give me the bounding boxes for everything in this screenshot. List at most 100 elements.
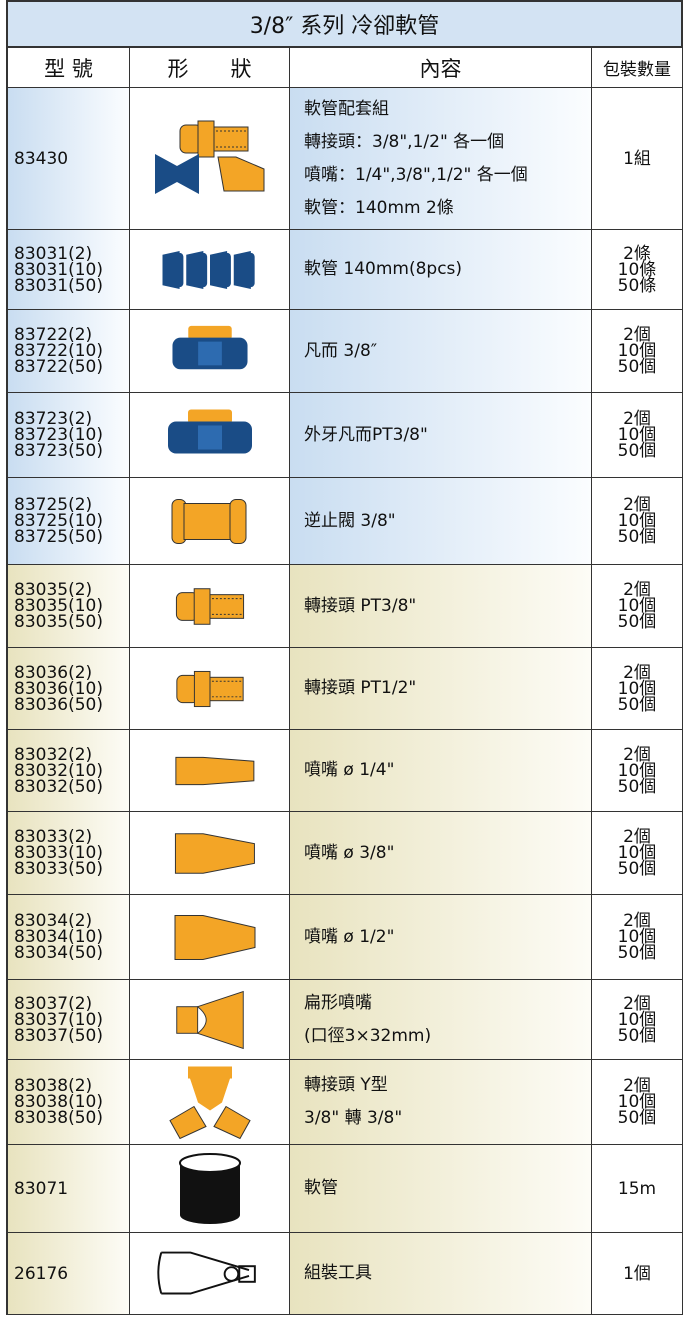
header-cell: 內容 [290,48,592,88]
icon-part [175,1005,198,1034]
quantity-text: 10個 [617,760,657,781]
content-text: 噴嘴 ø 1/4" [304,760,395,780]
model-cell: 83035(2) 83035(10) 83035(50) [6,565,130,648]
product-icon [162,250,255,289]
shape-cell [130,980,290,1060]
content-cell: 轉接頭 PT1/2" [290,648,592,730]
quantity-text: 2個 [623,580,651,600]
model-cell: 83071 [6,1145,130,1233]
model-number: 83034(10) [14,927,103,947]
model-number: 83034(2) [14,911,93,931]
content-cell: 外牙凡而PT3/8" [290,393,592,478]
quantity-text: 2條 [623,243,651,264]
content-cell: 噴嘴 ø 3/8" [290,812,592,895]
product-icon [174,914,255,960]
quantity-cell: 1組 [592,88,683,230]
product-icon [154,120,264,194]
quantity-text: 2個 [623,827,651,847]
shape-cell [130,812,290,895]
quantity-text: 2個 [623,325,651,345]
quantity-text: 2個 [623,1076,651,1096]
content-cell: 轉接頭 Y型 3/8" 轉 3/8" [290,1060,592,1145]
quantity-text: 2個 [623,662,651,683]
quantity-text: 2個 [623,409,651,429]
icon-part [187,325,232,340]
content-text: 轉接頭 Y型 [304,1075,388,1095]
icon-part [179,1162,240,1224]
icon-part [193,587,210,625]
quantity-text: 50個 [617,776,657,797]
quantity-text: 10個 [617,341,657,361]
quantity-text: 10個 [617,678,657,699]
shape-cell [130,310,290,393]
quantity-text: 15m [617,1178,657,1199]
shape-cell [130,895,290,980]
quantity-cell: 2個 10個 50個 [592,812,683,895]
model-number: 83031(2) [14,243,93,264]
model-cell: 83430 [6,88,130,230]
content-text: 3/8" 轉 3/8" [304,1108,403,1128]
icon-part [216,156,264,191]
icon-part [211,680,241,697]
model-cell: 83033(2) 83033(10) 83033(50) [6,812,130,895]
model-number: 83031(50) [14,275,103,296]
shape-cell [130,230,290,310]
shape-cell [130,648,290,730]
model-number: 83722(2) [14,325,93,345]
model-cell: 83723(2) 83723(10) 83723(50) [6,393,130,478]
product-icon [156,1251,256,1294]
model-cell: 83032(2) 83032(10) 83032(50) [6,730,130,812]
content-text: 凡而 3/8″ [304,340,378,361]
icon-part [189,1078,230,1110]
content-cell: 噴嘴 ø 1/4" [290,730,592,812]
model-number: 83036(10) [14,678,103,699]
model-number: 83725(50) [14,527,103,547]
quantity-text: 50個 [617,943,657,963]
content-cell: 軟管 140mm(8pcs) [290,230,592,310]
header-cell: 型 號 [6,48,130,88]
shape-cell [130,730,290,812]
model-number: 83038(10) [14,1092,103,1112]
model-number: 83032(2) [14,744,93,765]
icon-part [229,498,246,544]
content-text: 噴嘴 ø 1/2" [304,926,395,947]
model-number: 83034(50) [14,943,103,963]
shape-cell [130,478,290,565]
quantity-text: 50個 [617,441,657,461]
model-number: 83036(50) [14,694,103,715]
header-text: 型 號 [44,56,93,81]
quantity-cell: 2個 10個 50個 [592,478,683,565]
icon-part [209,593,244,619]
quantity-text: 2個 [623,993,651,1014]
icon-part [178,1152,241,1173]
model-number: 83032(10) [14,760,103,781]
content-text: 扁形噴嘴 [304,992,372,1013]
content-cell: 扁形噴嘴 (口徑3×32mm) [290,980,592,1060]
icon-part [199,252,207,287]
model-number: 83722(10) [14,341,103,361]
quantity-text: 10條 [617,259,657,280]
content-cell: 軟管配套組 轉接頭：3/8",1/2" 各一個 噴嘴：1/4",3/8",1/2" … [290,88,592,230]
quantity-cell: 2個 10個 50個 [592,980,683,1060]
model-number: 83725(2) [14,495,93,515]
quantity-text: 50個 [617,612,657,632]
content-text: 逆止閥 3/8" [304,510,396,531]
model-number: 83071 [14,1178,69,1199]
content-text: 組裝工具 [304,1263,372,1283]
product-icon [167,409,252,453]
product-icon [171,498,246,544]
content-text: 轉接頭：3/8",1/2" 各一個 [304,131,505,152]
content-text: 軟管配套組 [304,98,389,119]
icon-part [197,341,222,365]
model-cell: 83722(2) 83722(10) 83722(50) [6,310,130,393]
product-icon [171,325,248,369]
icon-part [185,250,203,289]
content-text: 轉接頭 PT1/2" [304,678,417,698]
title-text: 3/8″ 系列 冷卻軟管 [249,14,440,39]
icon-part [156,1251,249,1294]
model-number: 83430 [14,148,69,169]
shape-cell [130,1060,290,1145]
quantity-text: 50個 [617,1108,657,1128]
model-number: 83037(50) [14,1025,103,1046]
